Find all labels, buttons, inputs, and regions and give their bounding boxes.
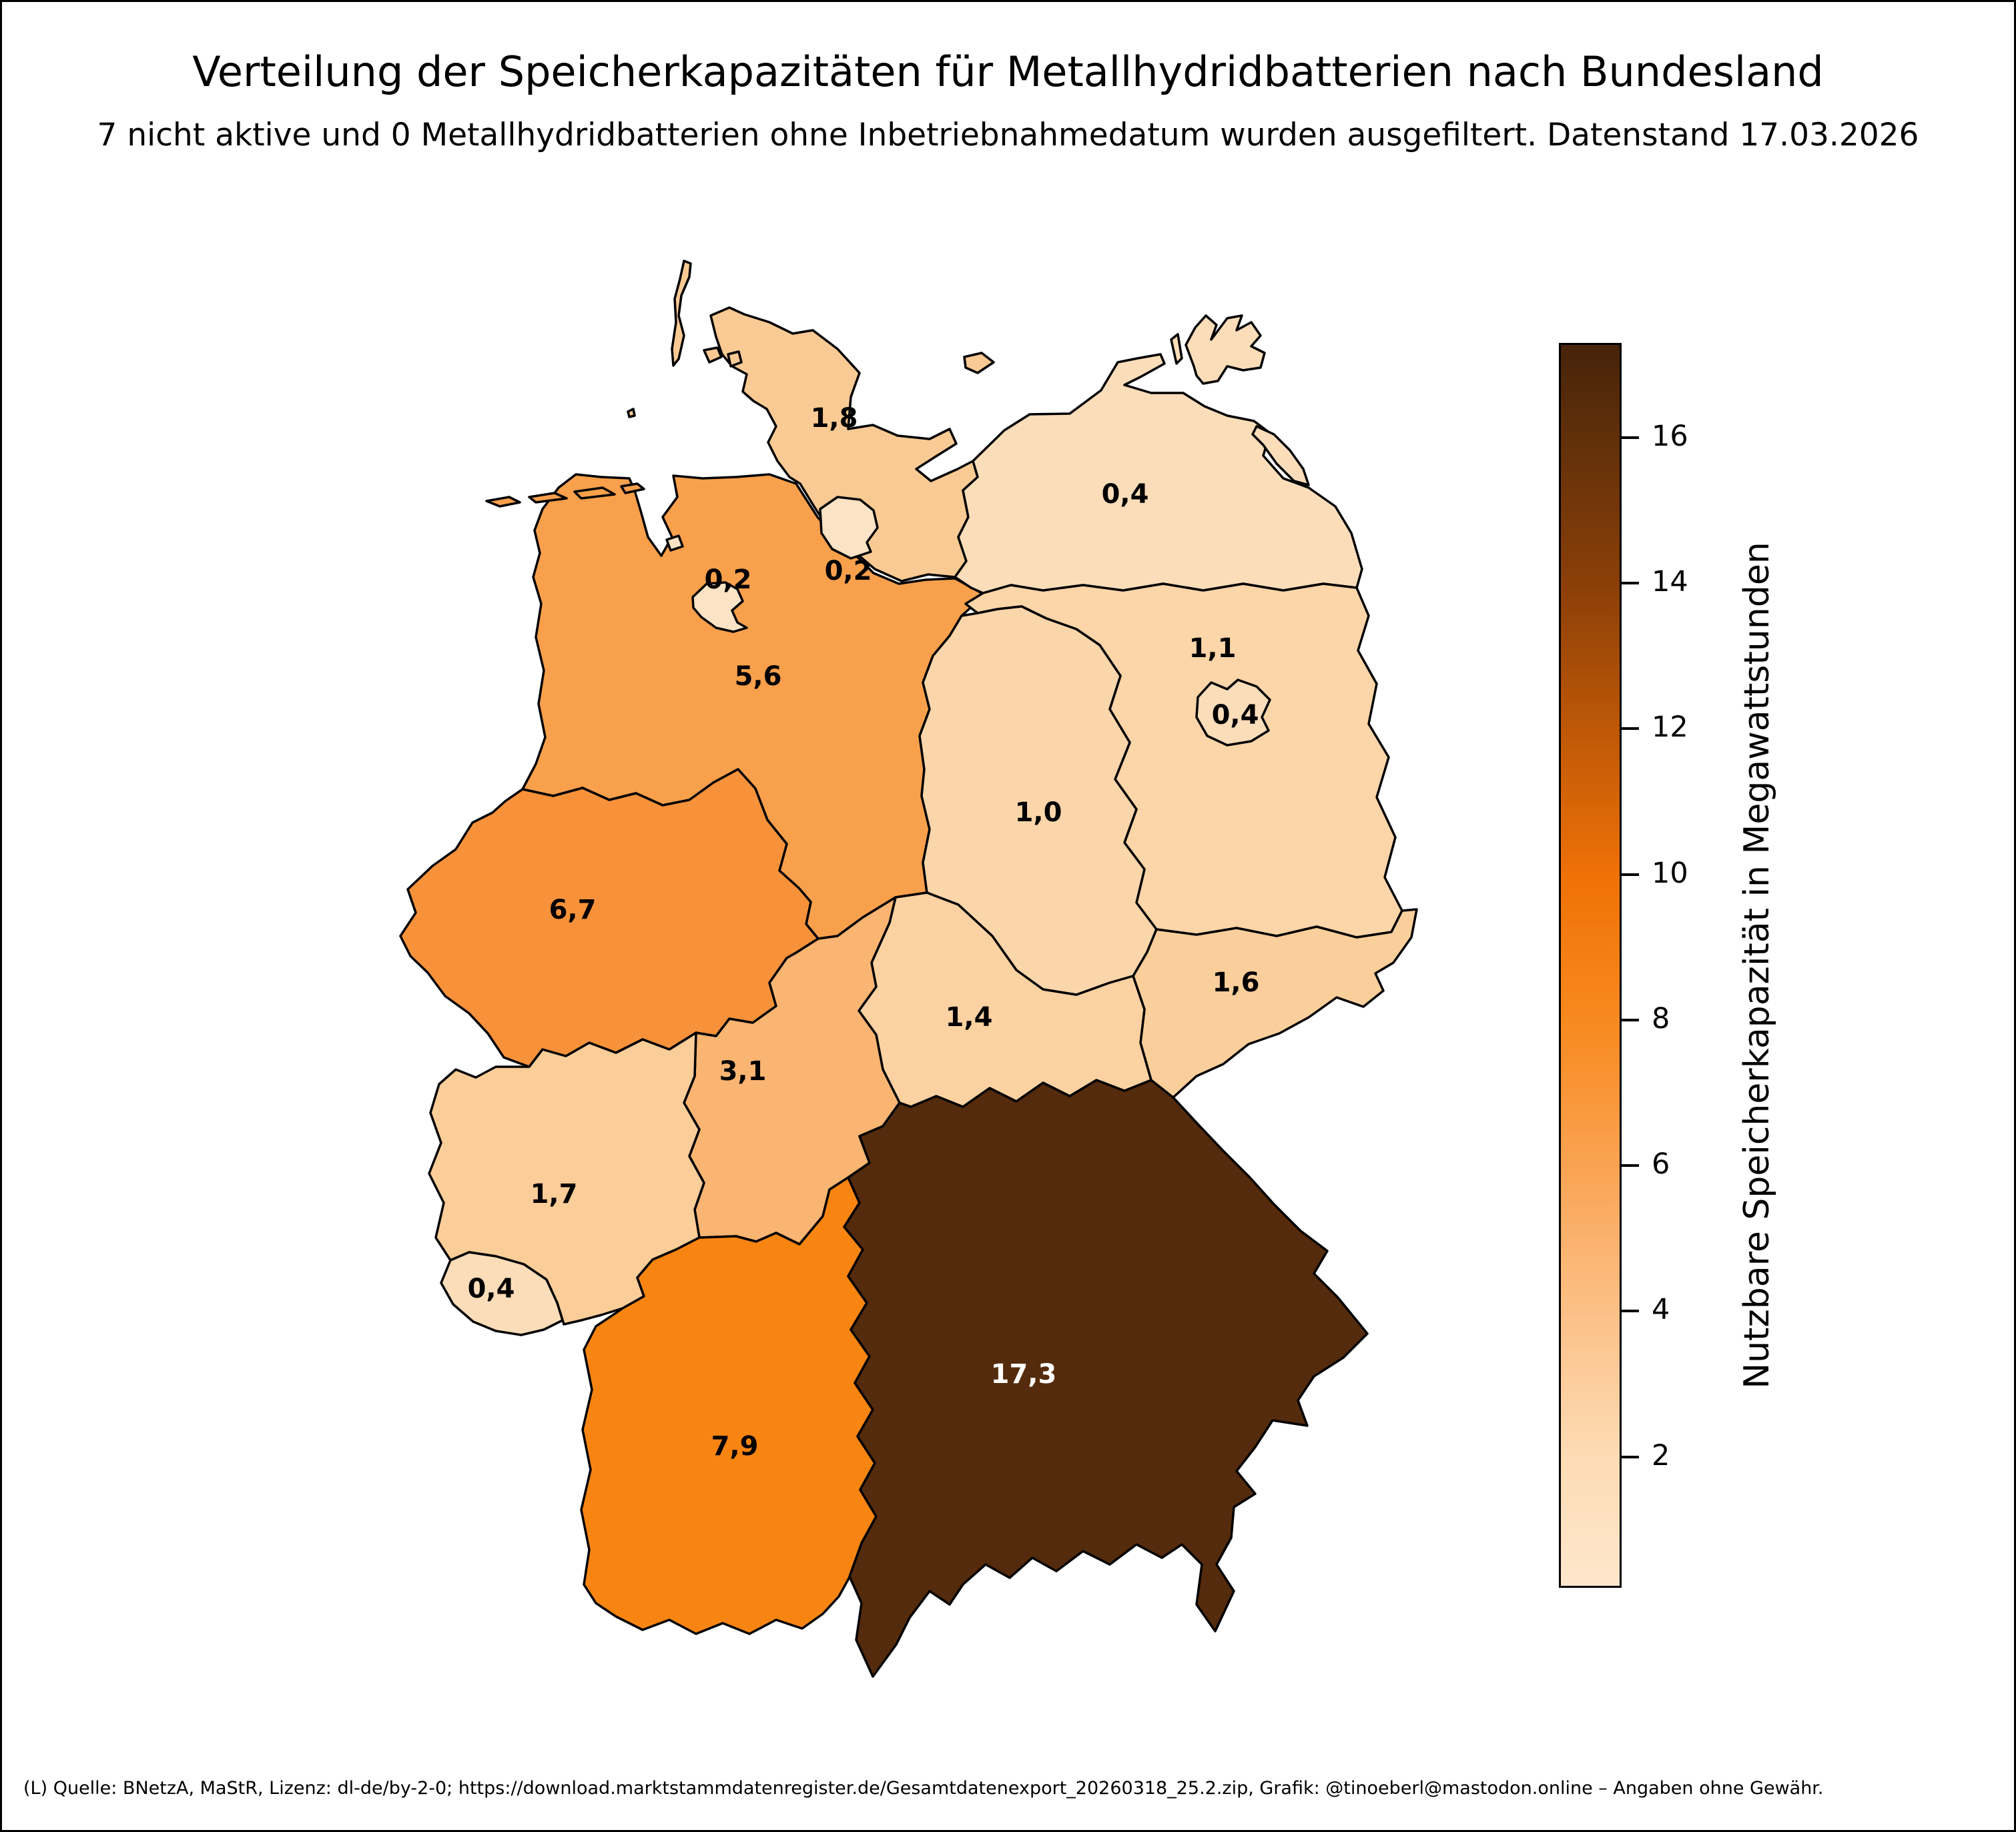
colorbar-ticklabel-16: 16 [1652, 419, 1688, 453]
value-label-bayern: 17,3 [991, 1359, 1057, 1390]
value-label-thueringen: 1,4 [946, 1002, 993, 1033]
state-bremen-bremerhaven [665, 534, 684, 552]
chart-subtitle: 7 nicht aktive und 0 Metallhydridbatteri… [97, 117, 1919, 153]
value-label-berlin: 0,4 [1212, 700, 1259, 731]
island-foehr [703, 346, 723, 364]
colorbar-tickmark-2 [1622, 1455, 1639, 1458]
value-label-hessen: 3,1 [719, 1056, 767, 1087]
colorbar-ticklabel-8: 8 [1652, 1001, 1670, 1035]
state-hamburg [819, 496, 879, 560]
value-label-rheinland-pfalz: 1,7 [531, 1179, 578, 1210]
value-label-niedersachsen: 5,6 [735, 661, 782, 692]
value-label-hamburg: 0,2 [825, 556, 872, 586]
island-sylt [671, 260, 692, 367]
state-mecklenburg-vorpommern [954, 353, 1363, 594]
state-saarland [440, 1251, 564, 1336]
state-bremen [691, 581, 748, 633]
colorbar-ticklabel-14: 14 [1652, 565, 1688, 599]
island-hiddensee [1170, 333, 1183, 365]
state-berlin [1195, 678, 1271, 747]
colorbar-tickmark-6 [1622, 1164, 1639, 1168]
island-amrum [727, 350, 743, 368]
island-borkum [485, 496, 521, 508]
colorbar-ticklabel-12: 12 [1652, 711, 1688, 745]
value-label-baden-wuerttemberg: 7,9 [711, 1431, 759, 1462]
island-usedom [1251, 425, 1310, 486]
value-label-mecklenburg-vorpommern: 0,4 [1102, 479, 1149, 510]
island-wangerooge [620, 482, 645, 494]
island-langeoog [573, 486, 616, 500]
value-label-sachsen: 1,6 [1213, 967, 1260, 998]
state-bayern [843, 1079, 1369, 1678]
value-label-saarland: 0,4 [468, 1274, 515, 1304]
source-footer: (L) Quelle: BNetzA, MaStR, Lizenz: dl-de… [23, 1778, 1824, 1799]
island-helgoland [627, 408, 636, 418]
state-sachsen [1132, 908, 1418, 1099]
colorbar-ticklabel-2: 2 [1652, 1438, 1670, 1472]
island-juist-norderney [528, 492, 568, 504]
state-value-labels: 1,8 0,2 0,2 0,4 5,6 1,1 0,4 1,0 1,6 1,4 6,7 3,1 1,7 0… [468, 403, 1260, 1462]
colorbar-tickmark-8 [1622, 1018, 1639, 1021]
chart-title: Verteilung der Speicherkapazitäten für M… [192, 47, 1824, 96]
colorbar-ticklabel-6: 6 [1652, 1148, 1670, 1182]
value-label-bremen: 0,2 [705, 564, 752, 595]
value-label-schleswig-holstein: 1,8 [811, 403, 858, 434]
colorbar-ticklabel-10: 10 [1652, 856, 1688, 890]
value-label-brandenburg: 1,1 [1189, 633, 1237, 664]
value-label-sachsen-anhalt: 1,0 [1015, 797, 1062, 828]
colorbar-axis-label: Nutzbare Speicherkapazität in Megawattst… [1737, 542, 1777, 1389]
colorbar-ticklabel-4: 4 [1652, 1293, 1670, 1327]
colorbar [1559, 343, 1622, 1588]
colorbar-tickmark-16 [1622, 436, 1639, 439]
colorbar-tickmark-12 [1622, 727, 1639, 731]
island-fehmarn [963, 352, 995, 374]
colorbar-tickmark-10 [1622, 873, 1639, 876]
island-ruegen [1185, 314, 1266, 385]
value-label-nordrhein-westfalen: 6,7 [549, 895, 597, 925]
colorbar-tickmark-4 [1622, 1310, 1639, 1313]
colorbar-tickmark-14 [1622, 582, 1639, 585]
